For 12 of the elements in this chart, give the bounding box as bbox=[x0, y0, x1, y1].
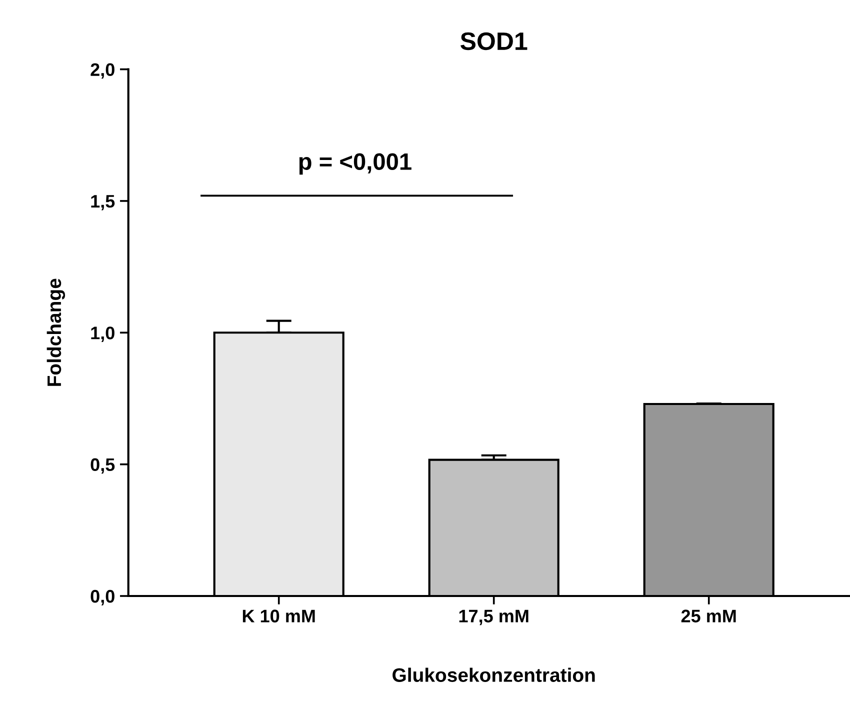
y-tick-label: 1,5 bbox=[91, 195, 115, 210]
y-tick-label: 2,0 bbox=[90, 63, 114, 79]
y-tick-label: 0,0 bbox=[90, 590, 114, 606]
chart-title: SOD1 bbox=[460, 32, 528, 50]
x-tick-label: 17,5 mM bbox=[459, 610, 528, 626]
annotation: p = <0,001 bbox=[299, 153, 412, 175]
x-tick-label: 25 mM bbox=[681, 610, 736, 622]
x-tick-label: K 10 mM bbox=[242, 610, 315, 622]
y-tick-label: 1,0 bbox=[91, 326, 114, 342]
y-tick-label: 0,5 bbox=[90, 458, 115, 474]
y-axis-title: Foldchange bbox=[46, 278, 66, 386]
x-axis-title: Glukosekonzentration bbox=[392, 668, 595, 682]
